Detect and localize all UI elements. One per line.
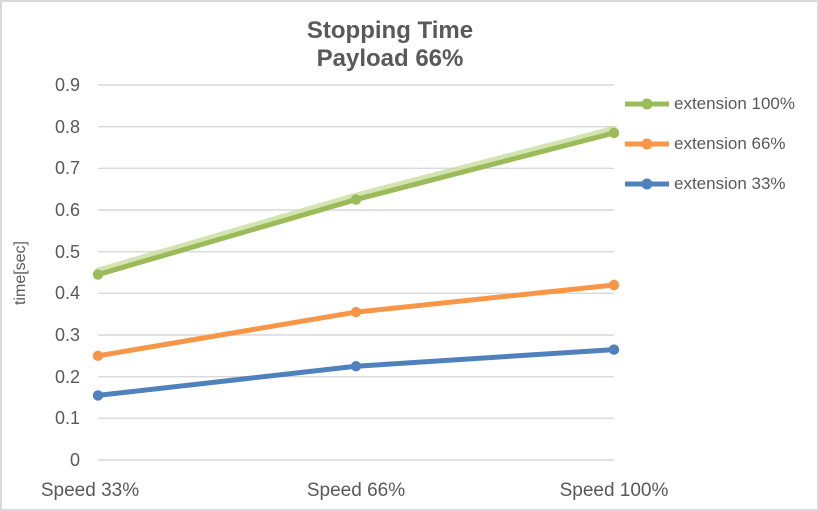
legend-marker-icon — [625, 138, 669, 150]
y-axis-tick-label: 0.6 — [54, 200, 80, 220]
data-point-marker — [350, 306, 362, 318]
chart-title: Stopping Time — [306, 17, 474, 44]
legend-label: extension 33% — [674, 174, 786, 193]
chart-subtitle: Payload 66% — [316, 45, 464, 72]
y-axis-tick-label: 0.7 — [54, 158, 80, 179]
data-point-marker — [608, 279, 620, 291]
data-point-marker — [608, 127, 620, 139]
data-point-marker — [608, 344, 620, 355]
legend-marker-icon — [625, 98, 669, 110]
data-point-marker — [350, 361, 362, 372]
legend: extension 100% extension 66% extension 33% — [623, 84, 795, 204]
y-axis-tick-label: 0.3 — [54, 325, 80, 345]
series-line — [95, 347, 617, 398]
legend-item: extension 33% — [623, 164, 795, 204]
legend-label: extension 66% — [674, 134, 786, 153]
data-point-marker — [92, 269, 104, 280]
y-axis-tick-label: 0 — [69, 450, 80, 470]
legend-item: extension 100% — [623, 84, 795, 124]
y-axis-tick-label: 0.4 — [54, 283, 80, 304]
x-axis-label: Speed 100% — [559, 480, 669, 501]
legend-item: extension 66% — [623, 124, 795, 164]
y-axis-tick-label: 0.5 — [54, 241, 80, 262]
y-axis-tick-label: 0.9 — [54, 75, 80, 95]
y-axis-tick-label: 0.1 — [54, 408, 80, 429]
legend-dot-icon — [641, 98, 653, 110]
legend-dot-icon — [641, 178, 653, 190]
legend-dot-icon — [641, 138, 653, 150]
data-point-marker — [350, 194, 362, 205]
data-point-marker — [92, 390, 104, 401]
y-axis-tick-label: 0.8 — [54, 116, 80, 137]
x-axis-label: Speed 66% — [306, 480, 406, 501]
x-axis-label: Speed 33% — [40, 480, 140, 501]
y-axis-tick-label: 0.2 — [54, 366, 80, 387]
series-line — [95, 282, 617, 359]
data-point-marker — [92, 350, 104, 362]
legend-label: extension 100% — [674, 94, 795, 113]
legend-marker-icon — [625, 178, 669, 190]
chart-title-block: Stopping Time Payload 66% — [2, 17, 778, 73]
